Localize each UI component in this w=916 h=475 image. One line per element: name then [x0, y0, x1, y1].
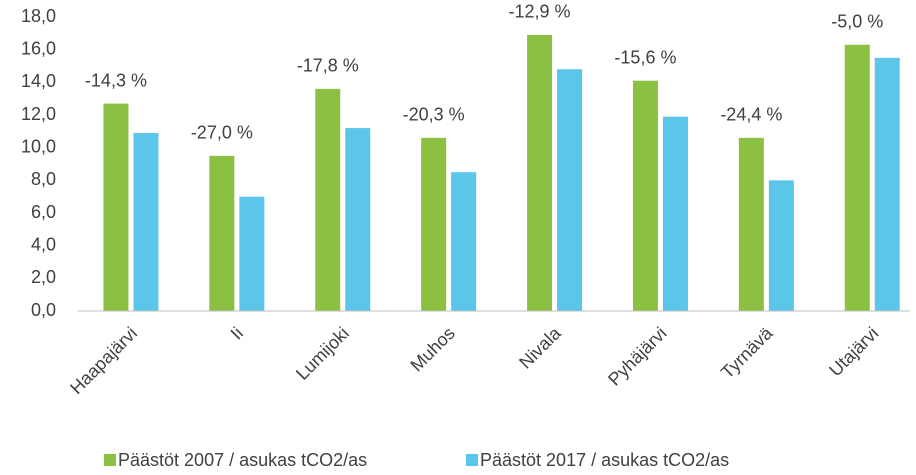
- y-tick-label: 4,0: [31, 234, 56, 254]
- annotation: -20,3 %: [403, 105, 465, 125]
- bar: [133, 132, 159, 311]
- legend-swatch: [466, 454, 478, 466]
- bar: [738, 137, 764, 311]
- x-tick-label: Haapajärvi: [66, 323, 141, 398]
- legend-label: Päästöt 2007 / asukas tCO2/as: [118, 450, 367, 470]
- bar: [662, 116, 688, 311]
- annotation: -15,6 %: [614, 47, 676, 67]
- y-tick-label: 0,0: [31, 300, 56, 320]
- x-tick-label: Muhos: [406, 323, 458, 375]
- y-tick-label: 12,0: [21, 104, 56, 124]
- bar: [315, 88, 341, 311]
- x-tick-label: Utajärvi: [825, 323, 882, 380]
- x-tick-label: Ii: [227, 323, 248, 344]
- bar: [632, 80, 658, 311]
- bar: [451, 172, 477, 311]
- bar: [557, 69, 583, 312]
- bar: [239, 196, 265, 311]
- annotation: -17,8 %: [297, 56, 359, 76]
- bar: [209, 155, 235, 311]
- x-tick-label: Pyhäjärvi: [604, 323, 670, 389]
- bar: [527, 34, 553, 311]
- annotation: -12,9 %: [509, 2, 571, 22]
- bar: [844, 44, 870, 312]
- x-tick-label: Lumijoki: [292, 323, 353, 384]
- bar: [768, 180, 794, 311]
- annotation: -5,0 %: [831, 12, 883, 32]
- bar: [421, 137, 447, 311]
- annotation: -27,0 %: [191, 123, 253, 143]
- bar: [874, 57, 900, 312]
- x-tick-label: Nivala: [515, 322, 565, 372]
- y-tick-label: 16,0: [21, 38, 56, 58]
- y-tick-label: 6,0: [31, 202, 56, 222]
- y-tick-label: 18,0: [21, 6, 56, 26]
- bar: [345, 128, 371, 311]
- bar: [103, 103, 129, 311]
- legend-swatch: [104, 454, 116, 466]
- annotation: -24,4 %: [720, 105, 782, 125]
- y-tick-label: 14,0: [21, 71, 56, 91]
- annotation: -14,3 %: [85, 70, 147, 90]
- x-tick-label: Tyrnävä: [717, 322, 777, 382]
- y-tick-label: 2,0: [31, 267, 56, 287]
- y-tick-label: 8,0: [31, 169, 56, 189]
- y-tick-label: 10,0: [21, 136, 56, 156]
- legend-label: Päästöt 2017 / asukas tCO2/as: [480, 450, 729, 470]
